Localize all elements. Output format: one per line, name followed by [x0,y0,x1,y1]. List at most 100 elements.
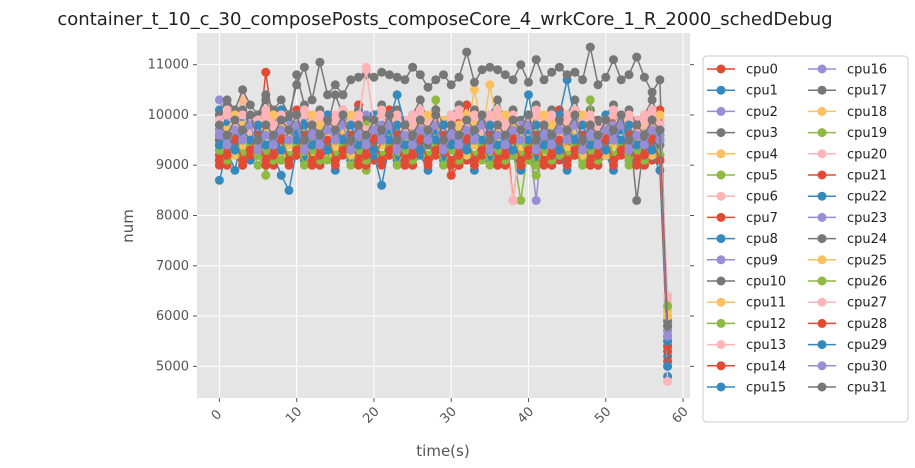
data-point [338,135,348,145]
data-point [323,90,333,100]
data-point [663,321,673,331]
legend-label: cpu17 [847,84,887,99]
data-point [454,105,464,115]
data-point [431,145,441,155]
data-point [214,140,224,150]
data-point [616,75,626,85]
data-point [439,145,448,155]
data-point [446,130,456,140]
data-point [647,115,657,125]
data-point [609,135,618,145]
data-point [269,130,278,140]
data-point [439,70,448,80]
data-point [276,155,286,165]
data-point [639,150,649,160]
x-tick-label: 0 [209,407,225,423]
legend-label: cpu26 [847,275,887,290]
data-point [485,160,495,170]
data-point [330,135,340,145]
data-point [315,150,325,160]
data-point [454,150,464,160]
legend-swatch-marker [817,191,827,201]
data-point [346,135,356,145]
legend-swatch-marker [817,128,827,138]
data-point [578,160,588,170]
data-point [408,62,418,72]
legend-item-cpu28: cpu28 [808,317,887,332]
x-tick-label: 10 [283,404,305,426]
data-point [439,120,448,130]
legend-item-cpu24: cpu24 [808,232,887,247]
data-point [585,110,595,120]
legend-label: cpu22 [847,190,887,205]
data-point [269,110,278,120]
data-point [562,125,572,135]
legend-item-cpu13: cpu13 [707,338,786,353]
data-point [315,130,325,140]
data-point [338,90,348,100]
data-point [292,80,302,90]
data-point [392,160,402,170]
data-point [539,120,549,130]
data-point [299,62,309,72]
data-point [539,75,549,85]
data-point [377,105,387,115]
legend-item-cpu30: cpu30 [808,359,887,374]
data-point [655,155,665,165]
data-point [392,72,402,82]
data-point [299,120,309,130]
x-tick-label: 50 [592,404,614,426]
data-point [446,160,456,170]
data-point [238,85,248,95]
legend-item-cpu22: cpu22 [808,190,887,205]
data-point [307,110,317,120]
legend-item-cpu20: cpu20 [808,147,887,162]
data-point [439,160,448,170]
x-tick-label: 30 [438,404,460,426]
data-point [361,150,371,160]
data-point [547,120,557,130]
data-point [377,67,387,77]
data-point [253,135,263,145]
data-point [384,70,394,80]
data-point [431,75,441,85]
data-point [222,130,232,140]
legend-label: cpu3 [746,126,778,141]
legend-label: cpu21 [847,169,887,184]
data-point [423,82,433,92]
data-point [238,125,248,135]
data-point [485,145,495,155]
data-point [609,125,618,135]
data-point [269,150,278,160]
data-point [230,145,240,155]
data-point [261,105,271,115]
data-point [639,115,649,125]
data-point [330,80,340,90]
data-point [516,60,526,70]
legend-swatch-marker [716,255,726,265]
data-point [639,130,649,140]
data-point [261,170,271,180]
data-point [299,160,309,170]
data-point [562,115,572,125]
data-point [462,125,472,135]
data-point [493,95,503,105]
data-point [431,95,441,105]
data-point [323,125,333,135]
data-point [261,160,271,170]
data-point [423,110,433,120]
data-point [408,150,418,160]
data-point [408,130,418,140]
legend-swatch-marker [817,382,827,392]
y-tick-label: 5000 [156,359,189,374]
data-point [307,140,317,150]
legend: cpu0 cpu1 cpu2 cpu3 cpu4 cpu5 cpu6 cpu7 cpu8 cpu9… [702,55,909,423]
data-point [585,95,595,105]
y-tick-label: 6000 [156,309,189,324]
data-point [624,120,634,130]
legend-swatch-marker [716,149,726,159]
data-point [639,140,649,150]
data-point [524,135,533,145]
data-point [354,110,363,120]
data-point [369,145,379,155]
